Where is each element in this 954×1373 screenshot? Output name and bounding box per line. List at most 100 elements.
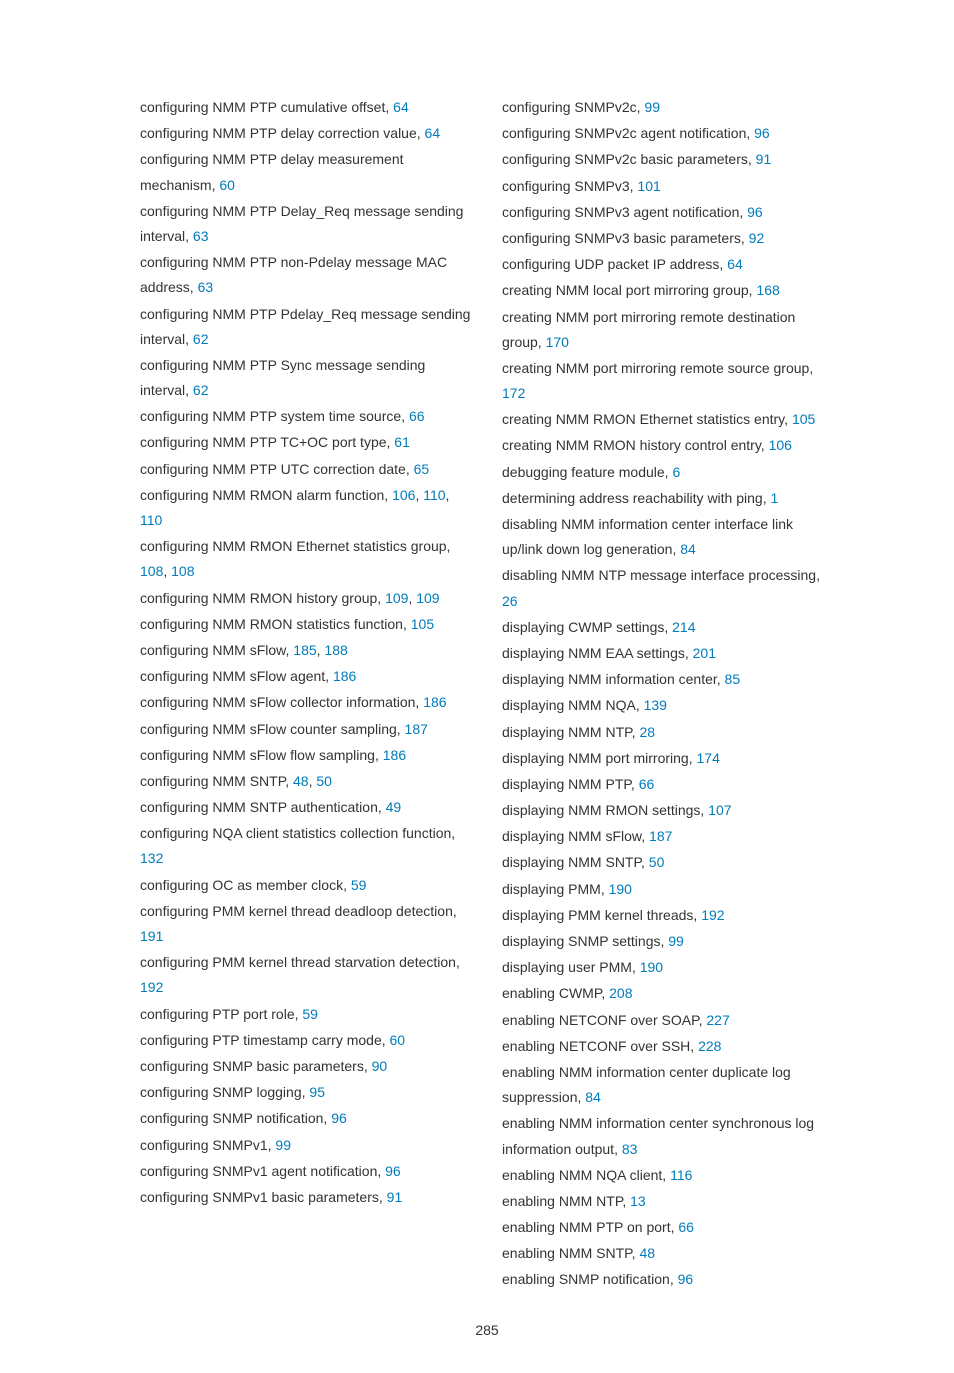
- page-link[interactable]: 116: [670, 1167, 692, 1183]
- page-link[interactable]: 50: [316, 773, 332, 789]
- index-entry-text: displaying NMM EAA settings,: [502, 645, 693, 661]
- index-entry: displaying NMM SNTP, 50: [502, 850, 834, 875]
- page-link[interactable]: 186: [383, 747, 406, 763]
- page-link[interactable]: 28: [639, 724, 655, 740]
- page-link[interactable]: 90: [372, 1058, 388, 1074]
- page-link[interactable]: 108: [171, 563, 194, 579]
- index-entry: configuring SNMPv1 basic parameters, 91: [140, 1185, 472, 1210]
- page-link[interactable]: 65: [414, 461, 430, 477]
- page-link[interactable]: 99: [644, 99, 660, 115]
- index-entry: configuring NMM PTP UTC correction date,…: [140, 457, 472, 482]
- index-entry: disabling NMM information center interfa…: [502, 512, 834, 562]
- page-link[interactable]: 64: [393, 99, 409, 115]
- page-link[interactable]: 49: [386, 799, 402, 815]
- page-link[interactable]: 107: [708, 802, 731, 818]
- page-link[interactable]: 132: [140, 850, 163, 866]
- page-link[interactable]: 109: [416, 590, 439, 606]
- index-entry: configuring NMM sFlow flow sampling, 186: [140, 743, 472, 768]
- page-link[interactable]: 64: [727, 256, 743, 272]
- page-link[interactable]: 227: [706, 1012, 729, 1028]
- index-entry: configuring NMM SNTP, 48, 50: [140, 769, 472, 794]
- page-link[interactable]: 190: [609, 881, 632, 897]
- page-link[interactable]: 191: [140, 928, 163, 944]
- page-link[interactable]: 61: [394, 434, 410, 450]
- page-link[interactable]: 66: [409, 408, 425, 424]
- page-link[interactable]: 84: [585, 1089, 601, 1105]
- page-link[interactable]: 1: [770, 490, 778, 506]
- page-link[interactable]: 83: [622, 1141, 638, 1157]
- page-link[interactable]: 190: [640, 959, 663, 975]
- page-link[interactable]: 64: [425, 125, 441, 141]
- page-link[interactable]: 101: [637, 178, 660, 194]
- page-link[interactable]: 228: [698, 1038, 721, 1054]
- page-link[interactable]: 96: [385, 1163, 401, 1179]
- index-entry: configuring NMM PTP Delay_Req message se…: [140, 199, 472, 249]
- page-link[interactable]: 63: [193, 228, 209, 244]
- page-link[interactable]: 186: [423, 694, 446, 710]
- page-link[interactable]: 105: [792, 411, 815, 427]
- page-link[interactable]: 185: [293, 642, 316, 658]
- page-link[interactable]: 13: [630, 1193, 646, 1209]
- page-link[interactable]: 26: [502, 593, 518, 609]
- index-entry-text: configuring PTP port role,: [140, 1006, 302, 1022]
- page-link[interactable]: 168: [756, 282, 779, 298]
- page-link[interactable]: 63: [198, 279, 214, 295]
- page-link[interactable]: 48: [639, 1245, 655, 1261]
- page-link[interactable]: 192: [701, 907, 724, 923]
- index-entry-text: displaying NMM RMON settings,: [502, 802, 708, 818]
- page-link[interactable]: 62: [193, 382, 209, 398]
- index-entry: determining address reachability with pi…: [502, 486, 834, 511]
- page-link[interactable]: 60: [219, 177, 235, 193]
- page-link[interactable]: 109: [385, 590, 408, 606]
- page-link[interactable]: 192: [140, 979, 163, 995]
- page-link[interactable]: 91: [756, 151, 772, 167]
- page-link[interactable]: 84: [680, 541, 696, 557]
- index-entry-text: displaying CWMP settings,: [502, 619, 672, 635]
- page-link[interactable]: 95: [309, 1084, 325, 1100]
- page-link[interactable]: 50: [649, 854, 665, 870]
- page-link[interactable]: 186: [333, 668, 356, 684]
- page-link[interactable]: 66: [639, 776, 655, 792]
- page-link[interactable]: 60: [390, 1032, 406, 1048]
- index-entry: configuring NMM RMON history group, 109,…: [140, 586, 472, 611]
- page-link[interactable]: 92: [749, 230, 765, 246]
- index-entry-text: enabling NMM NTP,: [502, 1193, 630, 1209]
- page-link[interactable]: 187: [649, 828, 672, 844]
- page-link[interactable]: 99: [668, 933, 684, 949]
- index-entry-text: configuring NMM RMON alarm function,: [140, 487, 392, 503]
- index-entry: configuring NMM RMON alarm function, 106…: [140, 483, 472, 533]
- page-link[interactable]: 85: [725, 671, 741, 687]
- page-link[interactable]: 59: [302, 1006, 318, 1022]
- index-entry-text: configuring SNMPv1 basic parameters,: [140, 1189, 387, 1205]
- page-link[interactable]: 187: [405, 721, 428, 737]
- page-link[interactable]: 214: [672, 619, 695, 635]
- index-entry: debugging feature module, 6: [502, 460, 834, 485]
- page-link[interactable]: 201: [693, 645, 716, 661]
- index-entry: creating NMM RMON Ethernet statistics en…: [502, 407, 834, 432]
- page-link[interactable]: 96: [678, 1271, 694, 1287]
- page-link[interactable]: 106: [392, 487, 415, 503]
- page-link[interactable]: 6: [672, 464, 680, 480]
- page-link[interactable]: 48: [293, 773, 309, 789]
- page-link[interactable]: 59: [351, 877, 367, 893]
- page-link[interactable]: 170: [546, 334, 569, 350]
- page-link[interactable]: 91: [387, 1189, 403, 1205]
- page-link[interactable]: 99: [275, 1137, 291, 1153]
- page-link[interactable]: 62: [193, 331, 209, 347]
- page-link[interactable]: 105: [411, 616, 434, 632]
- page-link[interactable]: 188: [324, 642, 347, 658]
- page-link[interactable]: 208: [609, 985, 632, 1001]
- page-link[interactable]: 139: [644, 697, 667, 713]
- index-entry-text: configuring SNMPv3 agent notification,: [502, 204, 747, 220]
- page-link[interactable]: 110: [140, 512, 162, 528]
- page-link[interactable]: 96: [331, 1110, 347, 1126]
- index-entry: configuring PMM kernel thread deadloop d…: [140, 899, 472, 949]
- page-link[interactable]: 110: [423, 487, 445, 503]
- page-link[interactable]: 172: [502, 385, 525, 401]
- page-link[interactable]: 96: [747, 204, 763, 220]
- page-link[interactable]: 174: [697, 750, 720, 766]
- page-link[interactable]: 108: [140, 563, 163, 579]
- page-link[interactable]: 96: [754, 125, 770, 141]
- page-link[interactable]: 106: [769, 437, 792, 453]
- page-link[interactable]: 66: [678, 1219, 694, 1235]
